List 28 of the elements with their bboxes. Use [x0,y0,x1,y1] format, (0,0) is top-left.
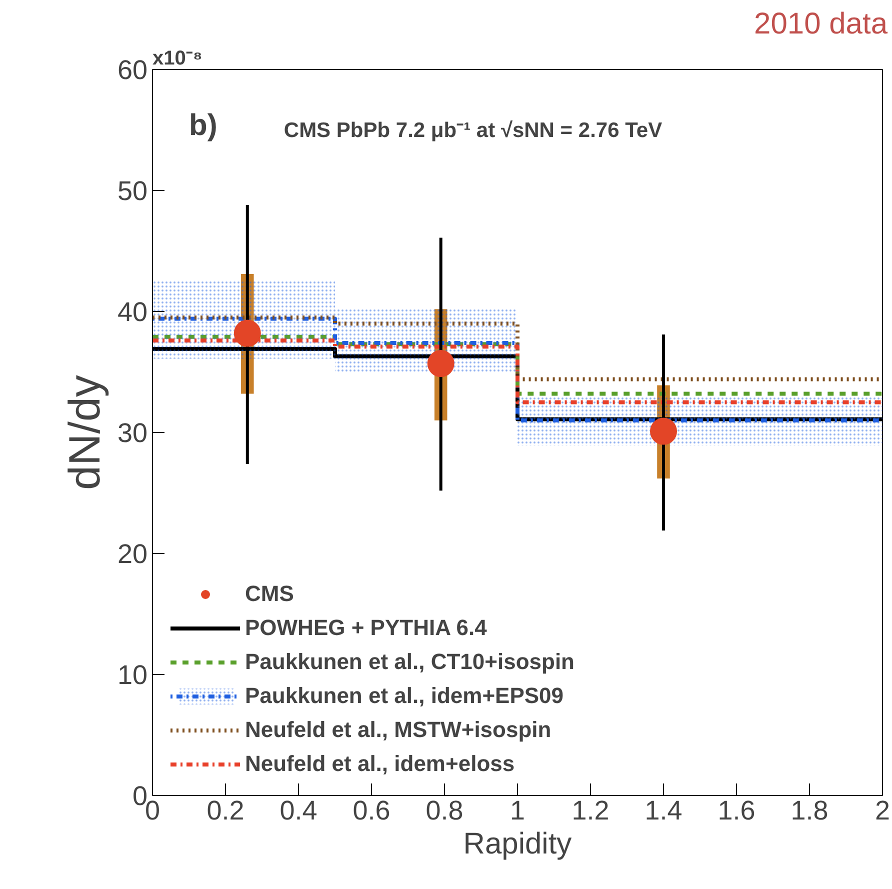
annotation: b) [189,109,218,142]
annotation: x10⁻⁸ [152,48,202,70]
x-tick-label: 0.8 [426,796,464,826]
x-tick-label: 1 [510,796,526,826]
x-tick-label: 1.4 [644,796,682,826]
y-tick-label: 60 [117,55,148,85]
legend-label: Paukkunen et al., CT10+isospin [245,649,574,675]
x-tick-label: 0.2 [206,796,244,826]
legend-label: Paukkunen et al., idem+EPS09 [245,683,564,709]
y-axis-title: dN/dy [60,375,110,490]
y-tick-label: 30 [117,418,148,448]
x-tick-label: 2 [874,796,890,826]
x-tick-label: 1.2 [572,796,610,826]
legend-label: Neufeld et al., MSTW+isospin [245,717,552,743]
legend-label: Neufeld et al., idem+eloss [245,751,515,777]
legend-label: POWHEG + PYTHIA 6.4 [245,615,487,641]
annotation: CMS PbPb 7.2 μb⁻¹ at √sNN = 2.76 TeV [284,119,662,142]
x-tick-label: 1.6 [718,796,756,826]
x-tick-label: 0.6 [352,796,390,826]
x-axis-title: Rapidity [463,828,572,860]
legend-label: CMS [245,581,294,607]
y-tick-label: 40 [117,297,148,327]
y-tick-label: 10 [117,660,148,690]
y-tick-label: 50 [117,176,148,206]
x-tick-label: 1.8 [790,796,828,826]
y-tick-label: 20 [117,539,148,569]
text: 2010 data [754,8,888,40]
x-tick-label: 0.4 [280,796,318,826]
